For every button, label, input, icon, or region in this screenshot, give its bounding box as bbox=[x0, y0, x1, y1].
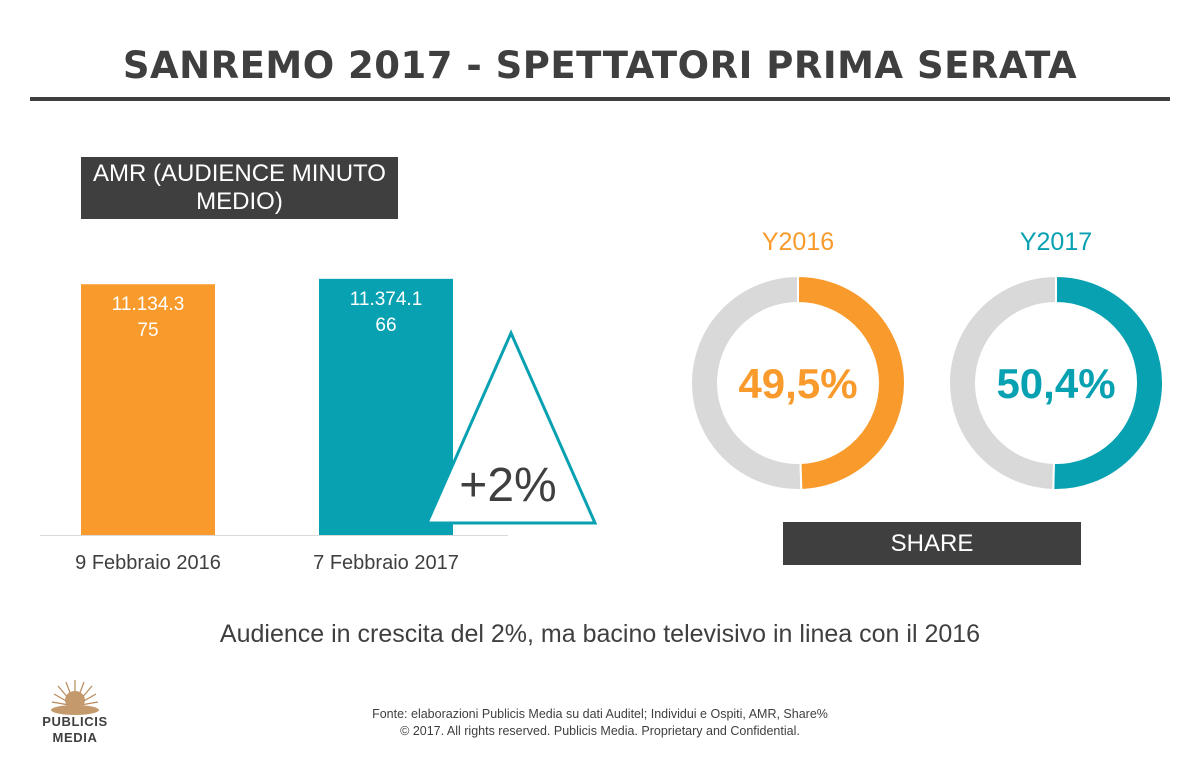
growth-triangle bbox=[424, 329, 598, 525]
donut-1-value-label: 49,5% bbox=[738, 360, 857, 407]
title-divider bbox=[30, 97, 1170, 101]
donut-2-year-label: Y2017 bbox=[1020, 228, 1092, 256]
donut-1-year-label: Y2016 bbox=[762, 228, 834, 256]
bar-1-data-label-1: 11.134.3 bbox=[112, 294, 185, 315]
category-label-2: 7 Febbraio 2017 bbox=[313, 552, 459, 574]
amr-bar-chart: 11.134.3 75 11.374.1 66 9 Febbraio 2016 7 Fe… bbox=[40, 278, 598, 574]
footnote-line-1: Fonte: elaborazioni Publicis Media su da… bbox=[372, 707, 828, 721]
footnote-line-2: © 2017. All rights reserved. Publicis Me… bbox=[400, 724, 800, 738]
bar-2-data-label-2: 66 bbox=[375, 315, 396, 336]
summary-text: Audience in crescita del 2%, ma bacino t… bbox=[219, 620, 981, 648]
share-donut-charts: Y2016 49,5% Y2017 50,4% bbox=[690, 228, 1164, 491]
growth-annotation: +2% bbox=[459, 459, 556, 512]
donut-2-share-slice bbox=[1052, 274, 1164, 491]
donut-1-remainder-slice bbox=[690, 274, 803, 491]
page-title: SANREMO 2017 - SPETTATORI PRIMA SERATA bbox=[122, 44, 1078, 87]
share-label: SHARE bbox=[783, 522, 1081, 565]
donut-2-remainder-slice bbox=[948, 274, 1057, 491]
lion-icon bbox=[51, 680, 99, 715]
donut-2-value-label: 50,4% bbox=[996, 360, 1115, 407]
logo-text-line2: MEDIA bbox=[52, 730, 98, 745]
bar-1-data-label-2: 75 bbox=[137, 320, 158, 341]
bar-2 bbox=[319, 278, 453, 535]
bar-1 bbox=[81, 284, 215, 535]
amr-label: AMR (AUDIENCE MINUTO MEDIO) bbox=[81, 157, 398, 219]
source-footnote: Fonte: elaborazioni Publicis Media su da… bbox=[300, 706, 900, 740]
publicis-media-logo: PUBLICIS MEDIA bbox=[32, 676, 118, 746]
donut-1-share-slice bbox=[797, 274, 906, 491]
category-label-1: 9 Febbraio 2016 bbox=[75, 552, 221, 574]
logo-text-line1: PUBLICIS bbox=[42, 714, 108, 729]
bar-2-data-label-1: 11.374.1 bbox=[350, 289, 423, 310]
